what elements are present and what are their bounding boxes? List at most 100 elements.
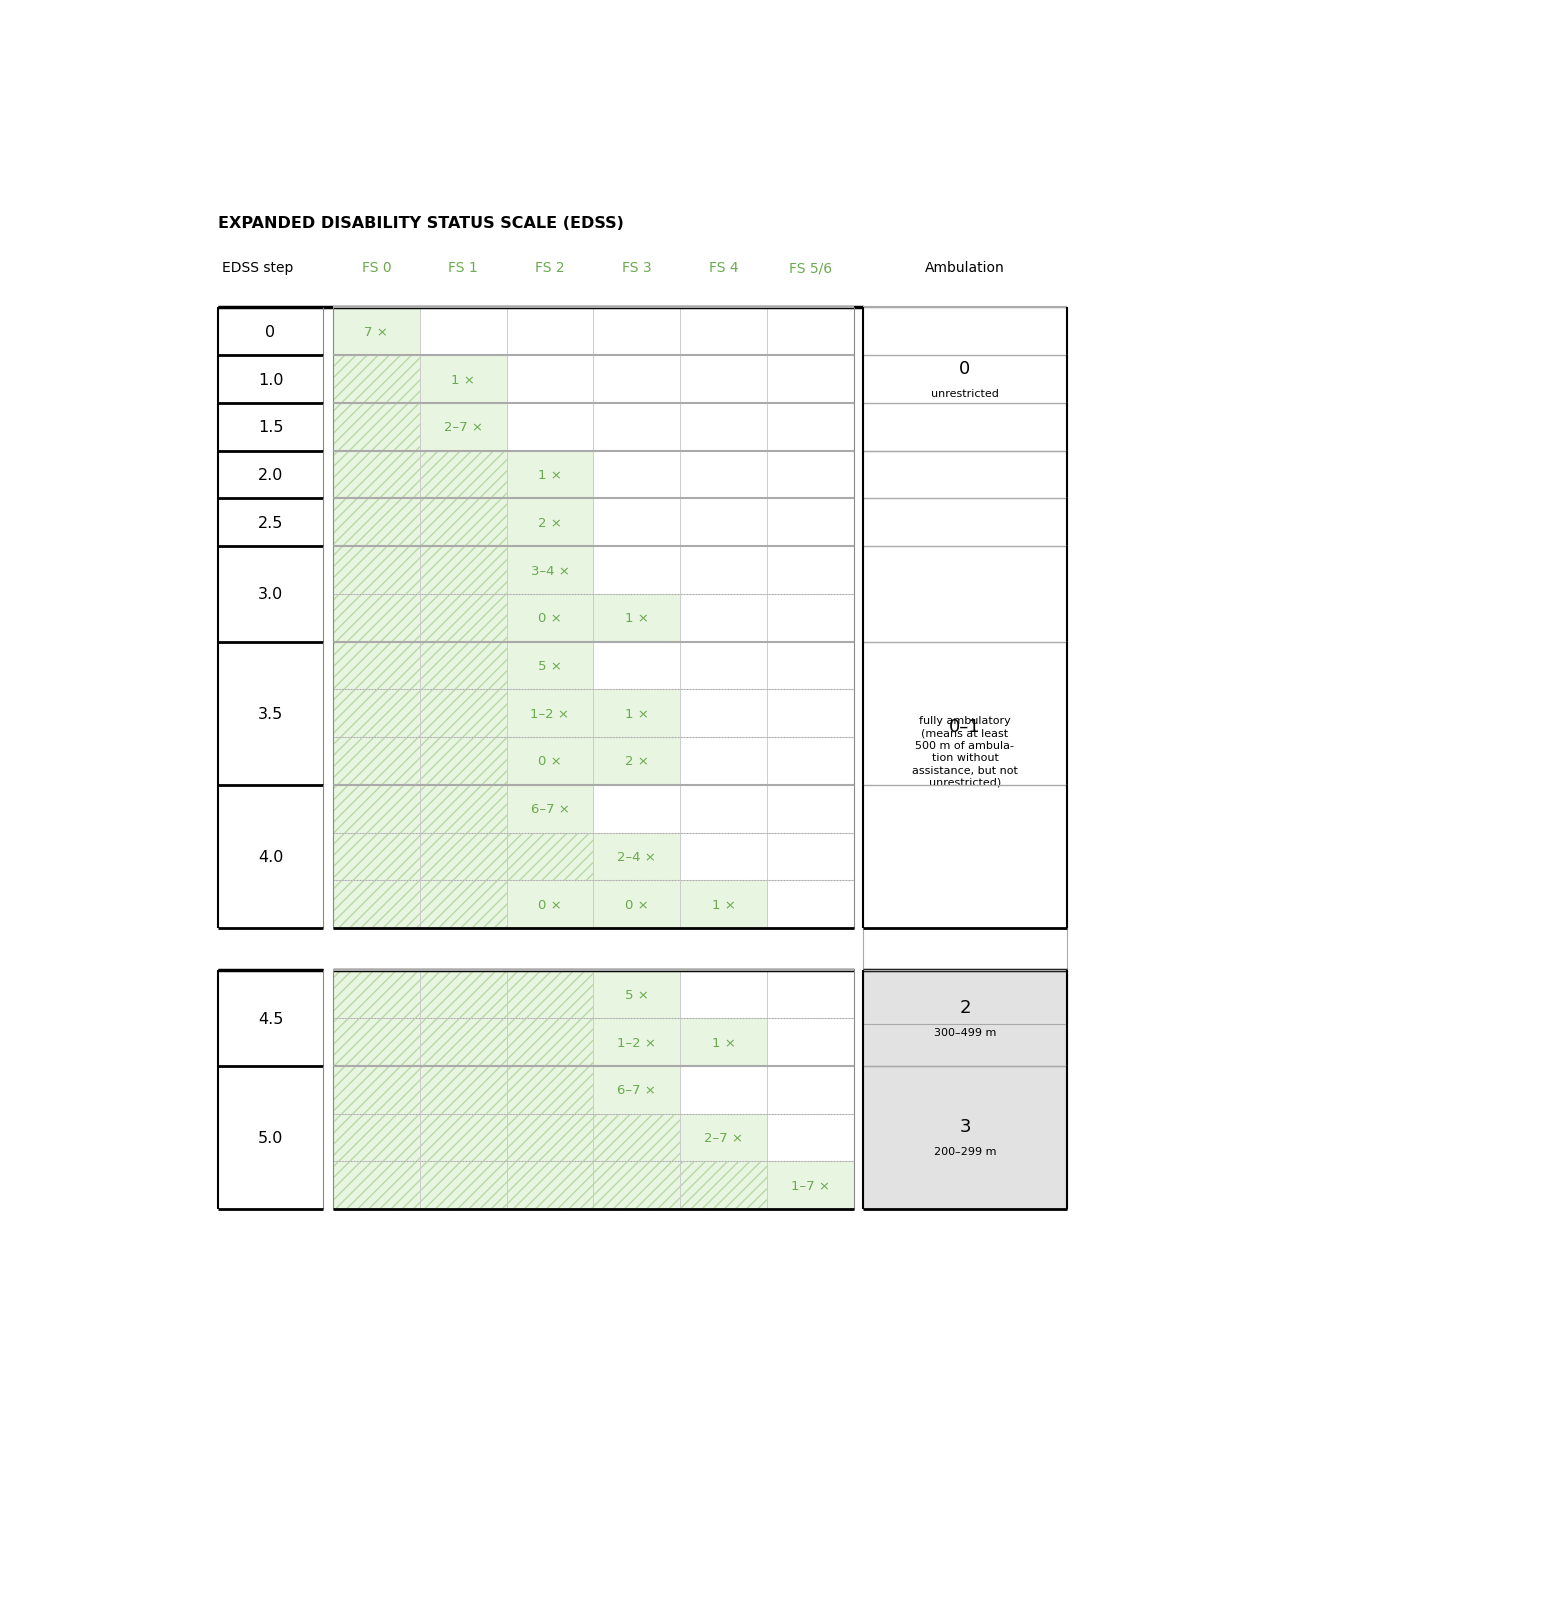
Bar (420, 832, 507, 881)
Text: 2: 2 (959, 998, 970, 1016)
Bar (768, 1114, 853, 1162)
Bar (420, 546, 507, 595)
Bar (507, 689, 593, 738)
Bar (680, 452, 768, 500)
Bar (768, 689, 853, 738)
Bar (507, 832, 593, 881)
Bar (768, 1067, 853, 1114)
Bar (332, 1162, 420, 1210)
Bar (420, 1019, 507, 1067)
Bar (863, 309, 1067, 452)
Bar (768, 452, 853, 500)
Bar (507, 643, 593, 689)
Bar (507, 786, 593, 832)
Bar (863, 971, 1067, 1067)
Bar (507, 403, 593, 452)
Bar (420, 971, 507, 1019)
Bar (332, 403, 420, 452)
Bar (332, 643, 420, 689)
Bar (420, 595, 507, 643)
Text: 1–7 ×: 1–7 × (791, 1180, 830, 1192)
Bar (680, 832, 768, 881)
Bar (332, 500, 420, 546)
Bar (507, 403, 593, 452)
Bar (768, 881, 853, 929)
Text: Ambulation: Ambulation (925, 262, 1005, 275)
Bar (680, 595, 768, 643)
Bar (507, 971, 593, 1019)
Bar (768, 595, 853, 643)
Bar (420, 643, 507, 689)
Text: 2.5: 2.5 (257, 516, 284, 530)
Bar (680, 1019, 768, 1067)
Text: 300–499 m: 300–499 m (934, 1027, 997, 1038)
Bar (593, 881, 680, 929)
Bar (593, 546, 680, 595)
Bar (768, 786, 853, 832)
Bar (332, 971, 420, 1019)
Text: 0 ×: 0 × (626, 898, 649, 911)
Bar (768, 309, 853, 357)
Bar (332, 881, 420, 929)
Bar (593, 1162, 680, 1210)
Text: 4.0: 4.0 (257, 850, 284, 865)
Bar (332, 403, 420, 452)
Bar (593, 595, 680, 643)
Bar (593, 1067, 680, 1114)
Bar (332, 786, 420, 832)
Bar (768, 500, 853, 546)
Bar (420, 786, 507, 832)
Bar (420, 500, 507, 546)
Bar (420, 452, 507, 500)
Bar (420, 1019, 507, 1067)
Text: FS 0: FS 0 (362, 262, 392, 275)
Text: 0: 0 (959, 360, 970, 378)
Text: 0: 0 (265, 325, 276, 339)
Bar (420, 881, 507, 929)
Bar (768, 881, 853, 929)
Bar (332, 832, 420, 881)
Bar (507, 1067, 593, 1114)
Bar (420, 595, 507, 643)
Bar (420, 357, 507, 403)
Bar (420, 1114, 507, 1162)
Bar (332, 452, 420, 500)
Bar (332, 1114, 420, 1162)
Bar (593, 1114, 680, 1162)
Bar (507, 738, 593, 786)
Bar (680, 500, 768, 546)
Bar (420, 1114, 507, 1162)
Bar (420, 786, 507, 832)
Bar (420, 643, 507, 689)
Bar (507, 595, 593, 643)
Bar (507, 1114, 593, 1162)
Bar (768, 1162, 853, 1210)
Bar (420, 881, 507, 929)
Bar (768, 546, 853, 595)
Bar (332, 881, 420, 929)
Bar (593, 689, 680, 738)
Bar (507, 1162, 593, 1210)
Bar (507, 452, 593, 500)
Bar (768, 643, 853, 689)
Bar (332, 452, 420, 500)
Bar (332, 1114, 420, 1162)
Text: FS 2: FS 2 (535, 262, 565, 275)
Bar (768, 971, 853, 1019)
Bar (680, 1114, 768, 1162)
Bar (593, 403, 680, 452)
Bar (680, 643, 768, 689)
Bar (768, 786, 853, 832)
Bar (680, 643, 768, 689)
Bar (680, 786, 768, 832)
Bar (680, 971, 768, 1019)
Bar (680, 1067, 768, 1114)
Bar (768, 452, 853, 500)
Text: FS 3: FS 3 (622, 262, 652, 275)
Bar (332, 546, 420, 595)
Bar (332, 689, 420, 738)
Bar (332, 689, 420, 738)
Text: 1.0: 1.0 (257, 373, 284, 387)
Bar (507, 357, 593, 403)
Bar (507, 1019, 593, 1067)
